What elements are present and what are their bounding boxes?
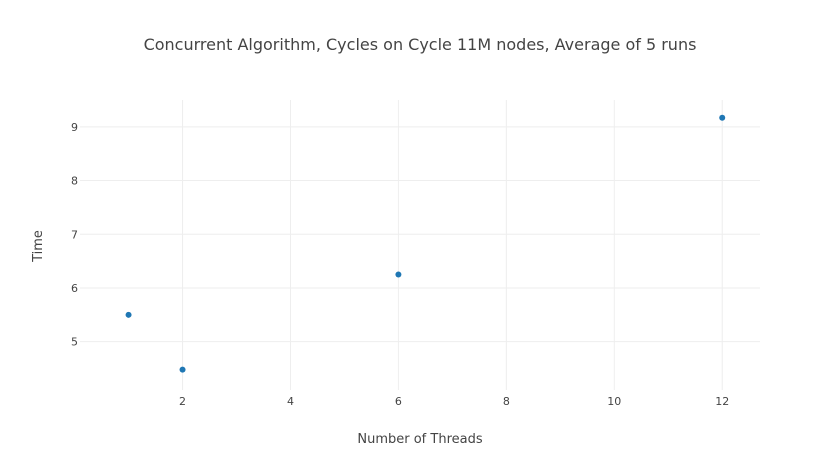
y-tick-label: 5 <box>71 336 78 349</box>
x-tick-label: 4 <box>287 395 294 408</box>
x-tick-label: 2 <box>179 395 186 408</box>
x-tick-label: 6 <box>395 395 402 408</box>
data-point[interactable] <box>125 311 132 318</box>
x-tick-label: 12 <box>715 395 729 408</box>
data-point[interactable] <box>395 271 402 278</box>
y-axis-title: Time <box>31 230 46 263</box>
chart-title: Concurrent Algorithm, Cycles on Cycle 11… <box>144 35 697 54</box>
y-tick-label: 6 <box>71 282 78 295</box>
data-point[interactable] <box>719 114 726 121</box>
grid <box>80 100 760 390</box>
tick-labels: 2 4 6 8 10 12 5 6 7 8 9 <box>71 121 729 408</box>
y-tick-label: 9 <box>71 121 78 134</box>
x-axis-title: Number of Threads <box>357 432 482 447</box>
y-tick-label: 7 <box>71 228 78 241</box>
data-point[interactable] <box>179 366 186 373</box>
x-tick-label: 10 <box>607 395 621 408</box>
y-tick-label: 8 <box>71 175 78 188</box>
x-tick-label: 8 <box>503 395 510 408</box>
data-points <box>125 114 726 373</box>
